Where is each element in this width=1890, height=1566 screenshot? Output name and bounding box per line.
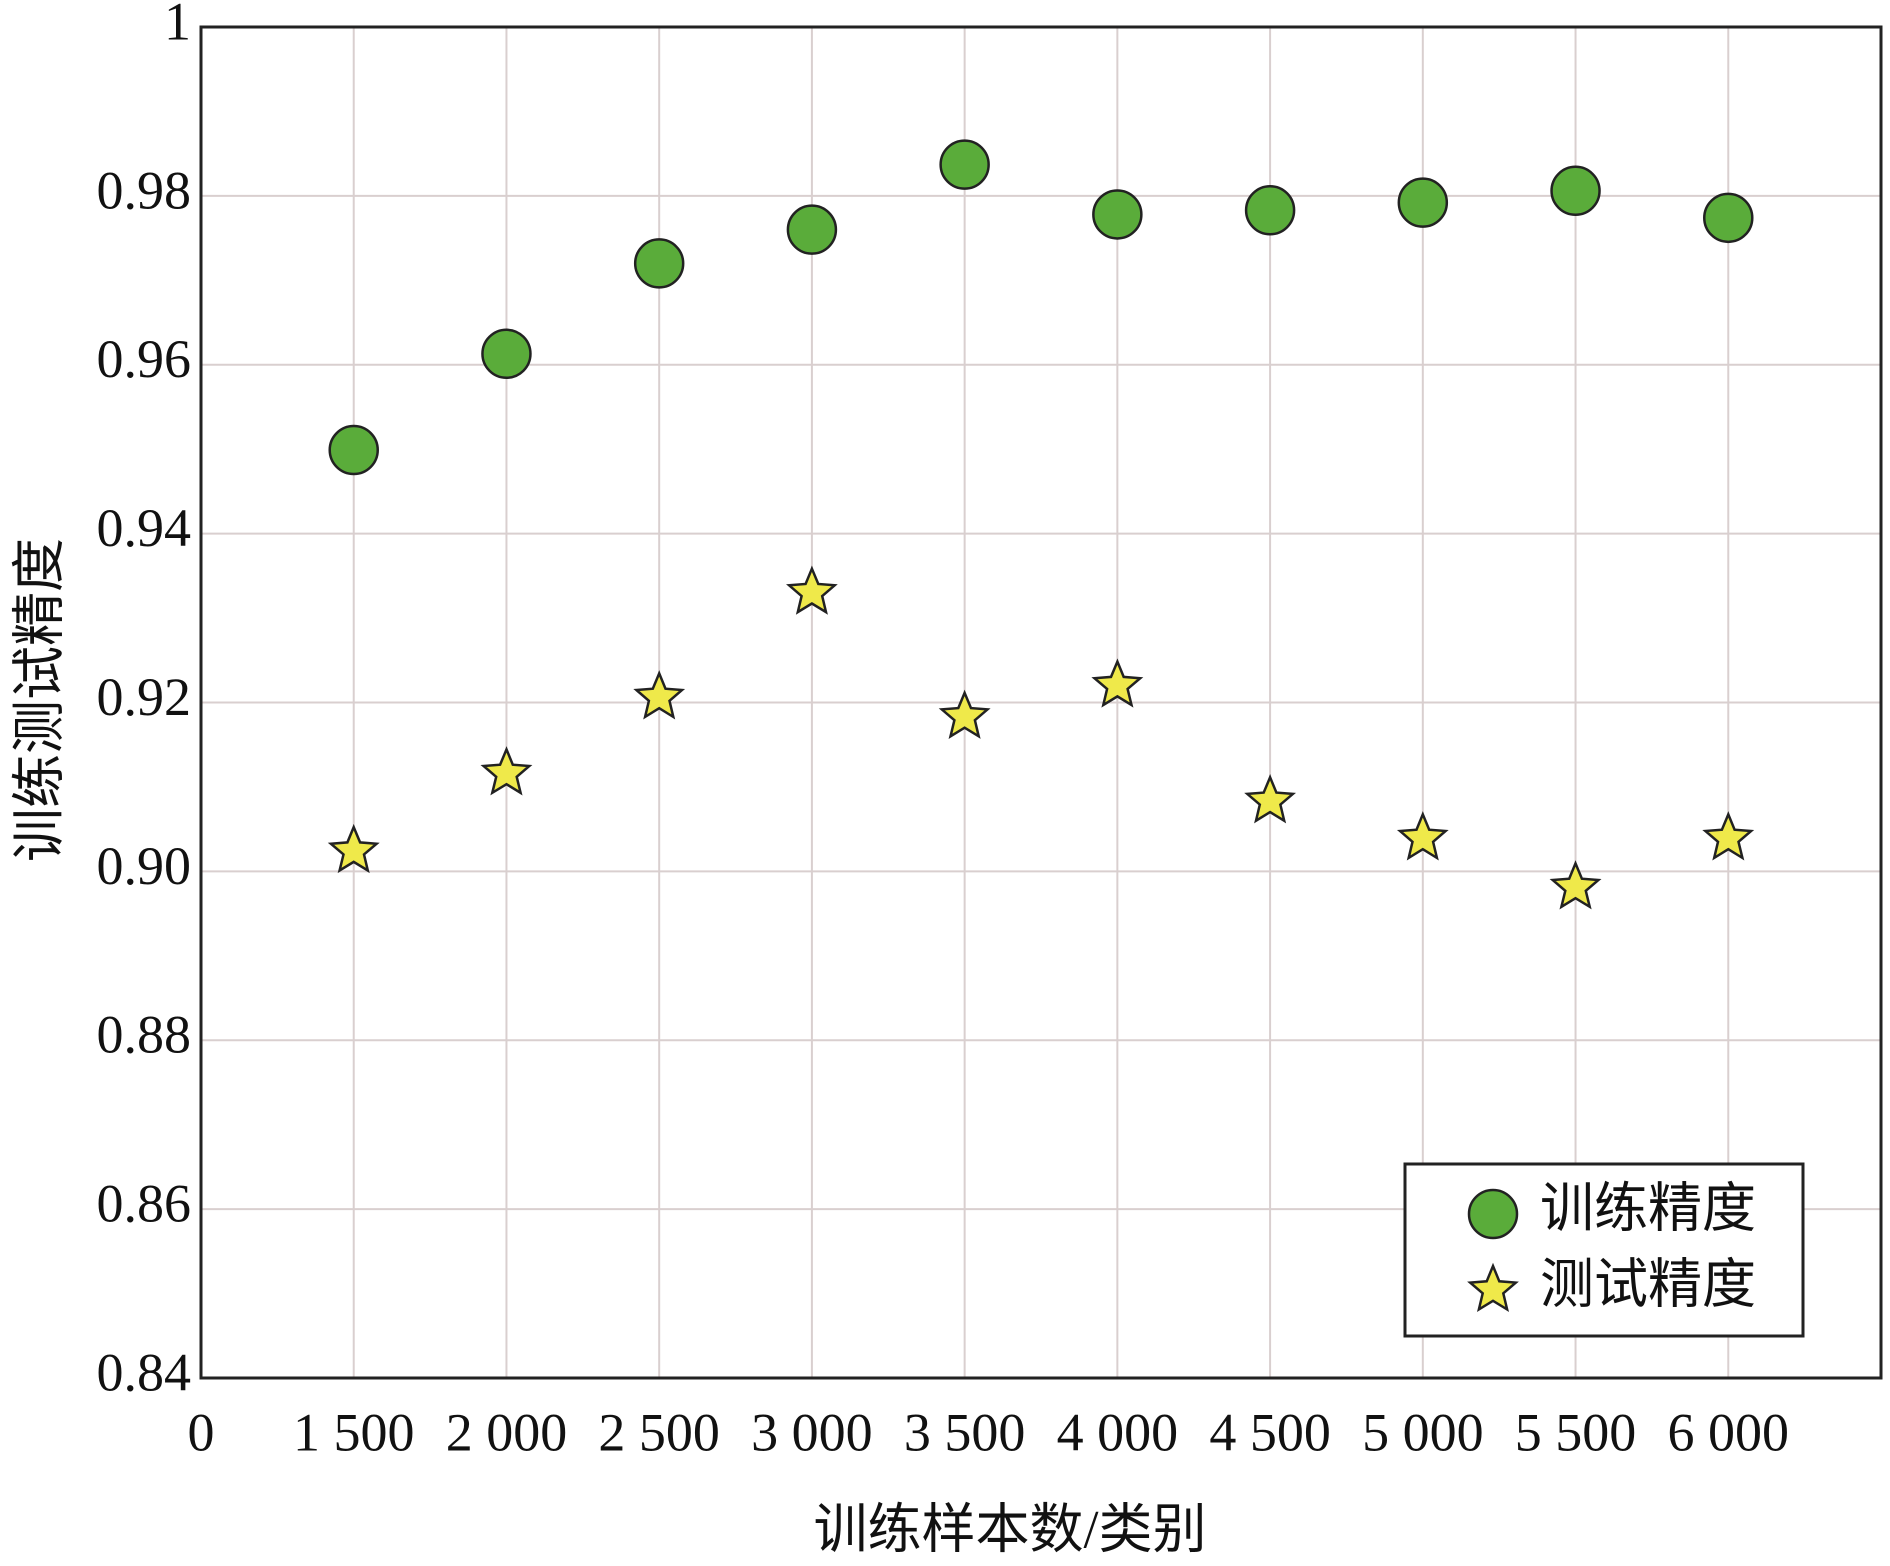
data-point: [1397, 177, 1449, 228]
data-point: [1091, 658, 1144, 708]
plot-frame: [199, 25, 1883, 1380]
x-tick-label: 6 000: [1668, 1402, 1790, 1462]
data-point: [480, 746, 533, 796]
x-tick-label: 4 500: [1209, 1402, 1331, 1462]
y-tick-label: 0.86: [97, 1174, 192, 1234]
y-tick-label: 0.92: [97, 667, 192, 727]
y-tick-label: 1: [164, 0, 191, 51]
data-point: [481, 328, 532, 380]
x-tick-label: 3 000: [751, 1402, 873, 1462]
x-axis-label: 训练样本数/类别: [813, 1499, 1206, 1559]
data-point: [1396, 811, 1449, 861]
legend-label: 训练精度: [1540, 1178, 1756, 1238]
y-tick-label: 0.96: [97, 329, 192, 389]
x-tick-label: 0: [188, 1402, 215, 1462]
y-tick-label: 0.94: [97, 498, 192, 558]
legend-marker: [1467, 1262, 1519, 1313]
y-axis-label: 训练测试精度: [9, 538, 69, 862]
x-tick-label: 4 000: [1057, 1402, 1179, 1462]
y-tick-label: 0.84: [97, 1342, 192, 1402]
data-point: [1703, 192, 1754, 244]
data-point: [1702, 811, 1755, 861]
x-tick-label: 1 500: [293, 1402, 415, 1462]
x-tick-label: 2 500: [598, 1402, 720, 1462]
data-point: [633, 238, 685, 289]
data-point: [328, 424, 379, 476]
data-point: [939, 139, 990, 190]
y-tick-label: 0.98: [97, 160, 192, 220]
y-tick-label: 0.88: [97, 1005, 192, 1065]
data-point: [327, 823, 380, 874]
data-point: [1244, 184, 1296, 236]
legend-box: [1403, 1162, 1805, 1338]
data-point: [1244, 774, 1297, 824]
x-tick-label: 5 000: [1362, 1402, 1484, 1462]
data-point: [786, 204, 838, 255]
x-tick-label: 2 000: [446, 1402, 568, 1462]
legend-marker: [1467, 1188, 1519, 1240]
data-point: [633, 670, 686, 720]
data-point: [1549, 860, 1602, 910]
data-point: [1550, 165, 1601, 217]
x-tick-label: 5 500: [1515, 1402, 1637, 1462]
y-tick-label: 0.90: [97, 836, 192, 896]
data-point: [786, 565, 838, 615]
data-point: [938, 689, 991, 739]
x-tick-label: 3 500: [904, 1402, 1026, 1462]
data-point: [1092, 189, 1143, 240]
legend-label: 测试精度: [1540, 1254, 1756, 1314]
